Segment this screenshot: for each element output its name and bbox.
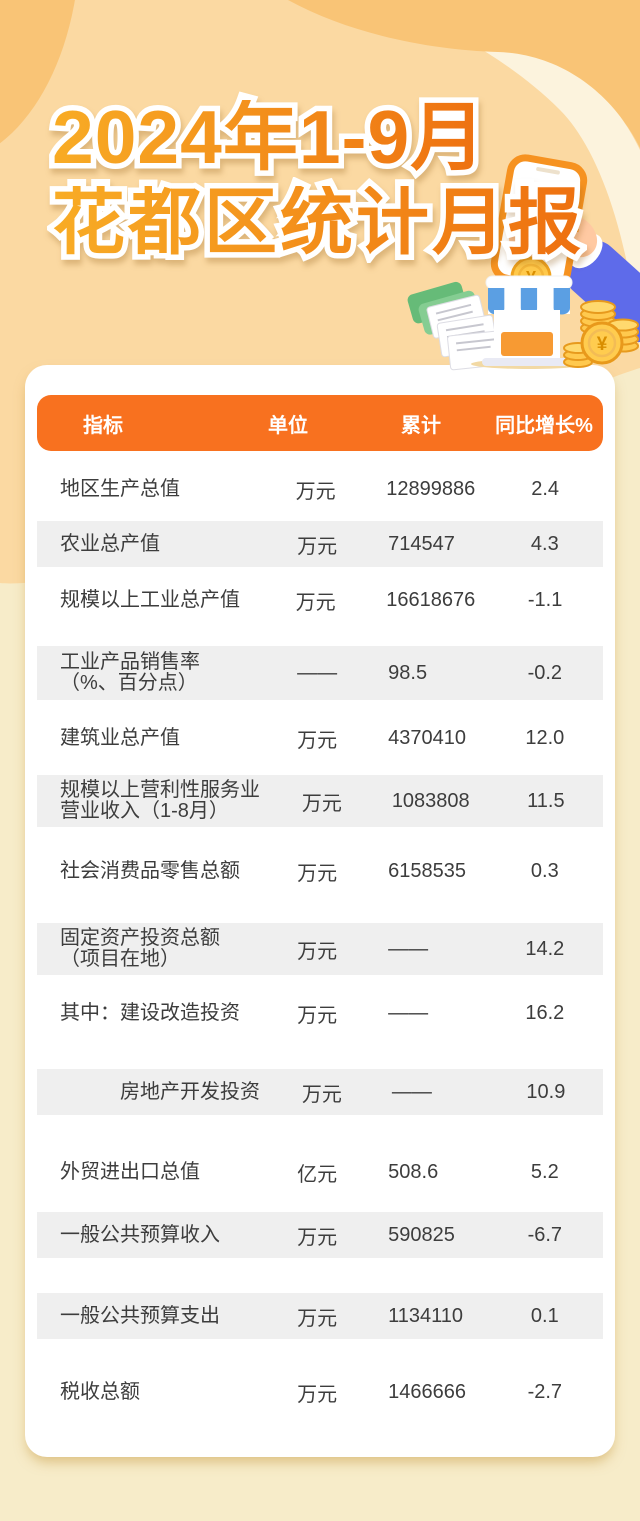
indicator-label: 规模以上营利性服务业 (60, 779, 260, 801)
growth-cell: 2.4 (531, 477, 560, 500)
indicator-label: 规模以上工业总产值 (60, 588, 240, 611)
indicator-label: 社会消费品零售总额 (60, 859, 240, 882)
table-row: 外贸进出口总值 亿元 508.6 5.2 (37, 1149, 603, 1195)
indicator-label: 税收总额 (60, 1380, 140, 1403)
unit-cell: 万元 (297, 940, 338, 963)
growth-cell: 14.2 (525, 937, 565, 960)
growth-cell: 4.3 (530, 532, 559, 555)
unit-cell: 万元 (295, 591, 336, 614)
header-unit: 单位 (268, 414, 308, 437)
table-row: 税收总额 万元 1466666 -2.7 (37, 1369, 603, 1415)
table-row: 工业产品销售率 （%、百分点） —— 98.5 -0.2 (37, 646, 603, 700)
unit-cell: —— (297, 661, 338, 684)
indicator-label: 农业总产值 (60, 532, 160, 555)
title-line-2-outline: 花都区统计月报 (47, 181, 587, 265)
unit-cell: 万元 (297, 1383, 338, 1406)
value-cell: 590825 (388, 1223, 455, 1246)
unit-cell: 万元 (297, 535, 338, 558)
phone-coin-symbol: ¥ (531, 210, 548, 237)
table-header: 指标 单位 累计 同比增长% (37, 395, 603, 451)
table-row: 固定资产投资总额 （项目在地） 万元 —— 14.2 (37, 923, 603, 975)
value-cell: —— (388, 937, 429, 960)
value-cell: 16618676 (386, 588, 476, 611)
unit-cell: 万元 (297, 1226, 338, 1249)
stats-card: 指标 单位 累计 同比增长% 地区生产总值 万元 12899886 2.4 农业… (25, 365, 615, 1457)
storefront-icon: ¥ (471, 256, 587, 369)
sleeve (563, 240, 640, 343)
value-cell: 1083808 (391, 789, 470, 812)
unit-cell: 万元 (297, 862, 338, 885)
indicator-label: 地区生产总值 (60, 477, 180, 500)
table-row: 规模以上工业总产值 万元 16618676 -1.1 (37, 577, 603, 623)
table-row: 农业总产值 万元 714547 4.3 (37, 521, 603, 567)
table-row: 社会消费品零售总额 万元 6158535 0.3 (37, 848, 603, 894)
table-row: 建筑业总产值 万元 4370410 12.0 (37, 715, 603, 761)
unit-cell: 万元 (301, 1083, 342, 1106)
title-line-1-text: 2024年1-9月 (52, 95, 487, 179)
value-cell: 1466666 (388, 1380, 467, 1403)
table-row: 一般公共预算支出 万元 1134110 0.1 (37, 1293, 603, 1339)
growth-cell: -6.7 (527, 1223, 563, 1246)
growth-cell: 0.3 (530, 859, 559, 882)
value-cell: 98.5 (388, 661, 428, 684)
indicator-label: 其中：建设改造投资 (60, 1001, 240, 1024)
indicator-label: 工业产品销售率 (60, 651, 200, 673)
value-cell: —— (391, 1080, 432, 1103)
table-row: 其中：建设改造投资 万元 —— 16.2 (37, 990, 603, 1036)
growth-cell: 0.1 (530, 1304, 559, 1327)
unit-cell: 万元 (297, 729, 338, 752)
growth-cell: 10.9 (526, 1080, 566, 1103)
indicator-label: 一般公共预算收入 (60, 1223, 220, 1246)
growth-cell: 5.2 (530, 1160, 559, 1183)
unit-cell: 万元 (297, 1004, 338, 1027)
unit-cell: 万元 (295, 480, 336, 503)
value-cell: 4370410 (388, 726, 467, 749)
indicator-label: 一般公共预算支出 (60, 1304, 220, 1327)
indicator-label: 建筑业总产值 (60, 726, 180, 749)
standing-coin-icon: ¥ (580, 321, 624, 365)
header-cumulative: 累计 (401, 414, 441, 437)
value-cell: 714547 (388, 532, 455, 555)
top-orange-band (288, 0, 640, 148)
header-indicator: 指标 (83, 414, 123, 437)
title-line-1-outline: 2024年1-9月 (46, 94, 490, 180)
growth-cell: 11.5 (527, 789, 565, 812)
growth-cell: 12.0 (525, 726, 565, 749)
unit-cell: 万元 (301, 792, 342, 815)
table-row: 地区生产总值 万元 12899886 2.4 (37, 466, 603, 512)
indicator-label: 房地产开发投资 (60, 1080, 260, 1103)
value-cell: 6158535 (388, 859, 467, 882)
cream-wave (420, 16, 640, 352)
corner-blob (0, 0, 75, 144)
finance-illustration: ¥ ¥ (407, 154, 640, 371)
value-cell: 508.6 (388, 1160, 439, 1183)
value-cell: 1134110 (388, 1304, 464, 1327)
growth-cell: -2.7 (527, 1380, 563, 1403)
growth-cell: -0.2 (527, 661, 563, 684)
indicator-label: 固定资产投资总额 (60, 927, 220, 949)
indicator-label: 外贸进出口总值 (60, 1160, 200, 1183)
growth-cell: -1.1 (527, 588, 563, 611)
unit-cell: 亿元 (297, 1163, 338, 1186)
header-growth: 同比增长% (495, 414, 593, 437)
table-row: 房地产开发投资 万元 —— 10.9 (37, 1069, 603, 1115)
value-cell: 12899886 (386, 477, 476, 500)
table-row: 一般公共预算收入 万元 590825 -6.7 (37, 1212, 603, 1258)
store-door (501, 332, 553, 356)
table-row: 规模以上营利性服务业 营业收入（1-8月） 万元 1083808 11.5 (37, 775, 603, 827)
value-cell: —— (388, 1001, 429, 1024)
unit-cell: 万元 (297, 1307, 338, 1330)
title-line-2-text: 花都区统计月报 (52, 182, 584, 263)
growth-cell: 16.2 (525, 1001, 565, 1024)
svg-text:¥: ¥ (597, 334, 608, 355)
